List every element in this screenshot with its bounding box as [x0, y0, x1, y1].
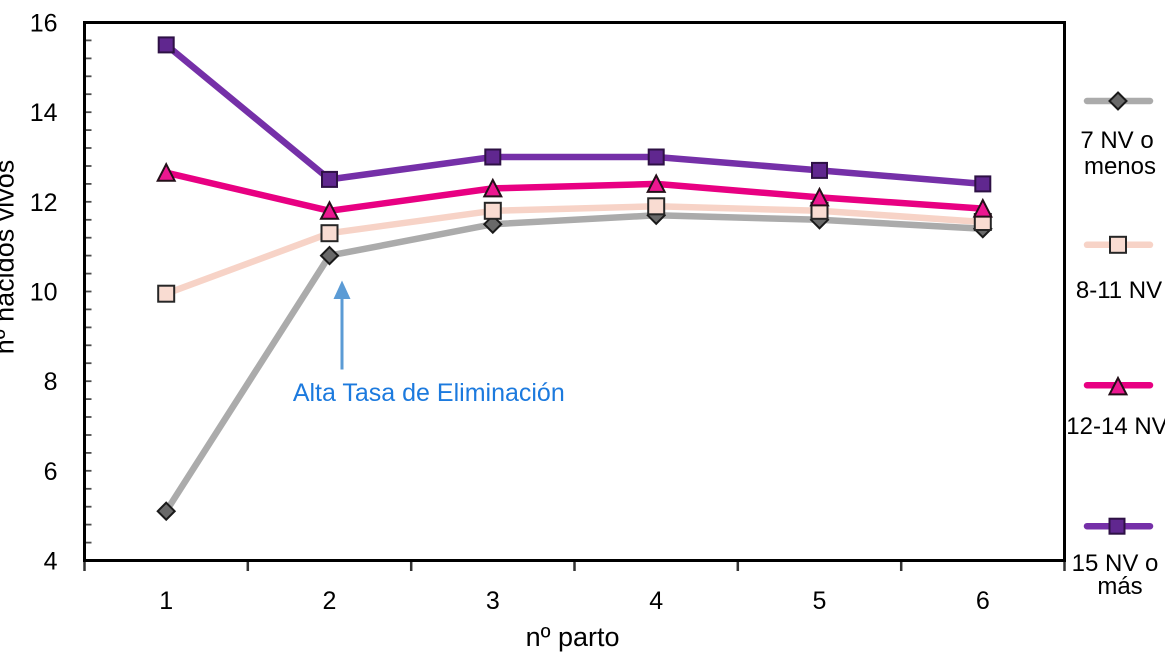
- svg-text:6: 6: [976, 587, 990, 615]
- svg-text:8-11 NV: 8-11 NV: [1076, 277, 1162, 304]
- svg-text:6: 6: [44, 458, 58, 486]
- svg-text:nº nacidos vivos: nº nacidos vivos: [0, 160, 20, 354]
- svg-text:15 NV o: 15 NV o: [1072, 550, 1159, 577]
- svg-text:16: 16: [30, 10, 58, 38]
- svg-text:12-14 NV: 12-14 NV: [1066, 413, 1165, 440]
- svg-text:5: 5: [813, 587, 827, 615]
- svg-text:10: 10: [30, 279, 58, 307]
- svg-text:más: más: [1097, 573, 1142, 600]
- svg-text:menos: menos: [1084, 153, 1156, 180]
- svg-text:4: 4: [44, 548, 58, 576]
- svg-text:1: 1: [159, 587, 173, 615]
- svg-text:7 NV o: 7 NV o: [1080, 127, 1153, 154]
- svg-text:Alta Tasa de Eliminación: Alta Tasa de Eliminación: [293, 379, 565, 407]
- svg-text:4: 4: [649, 587, 663, 615]
- svg-text:3: 3: [486, 587, 500, 615]
- svg-text:2: 2: [323, 587, 337, 615]
- svg-text:12: 12: [30, 189, 58, 217]
- svg-text:14: 14: [30, 99, 58, 127]
- svg-text:nº parto: nº parto: [526, 622, 620, 652]
- svg-text:8: 8: [44, 368, 58, 396]
